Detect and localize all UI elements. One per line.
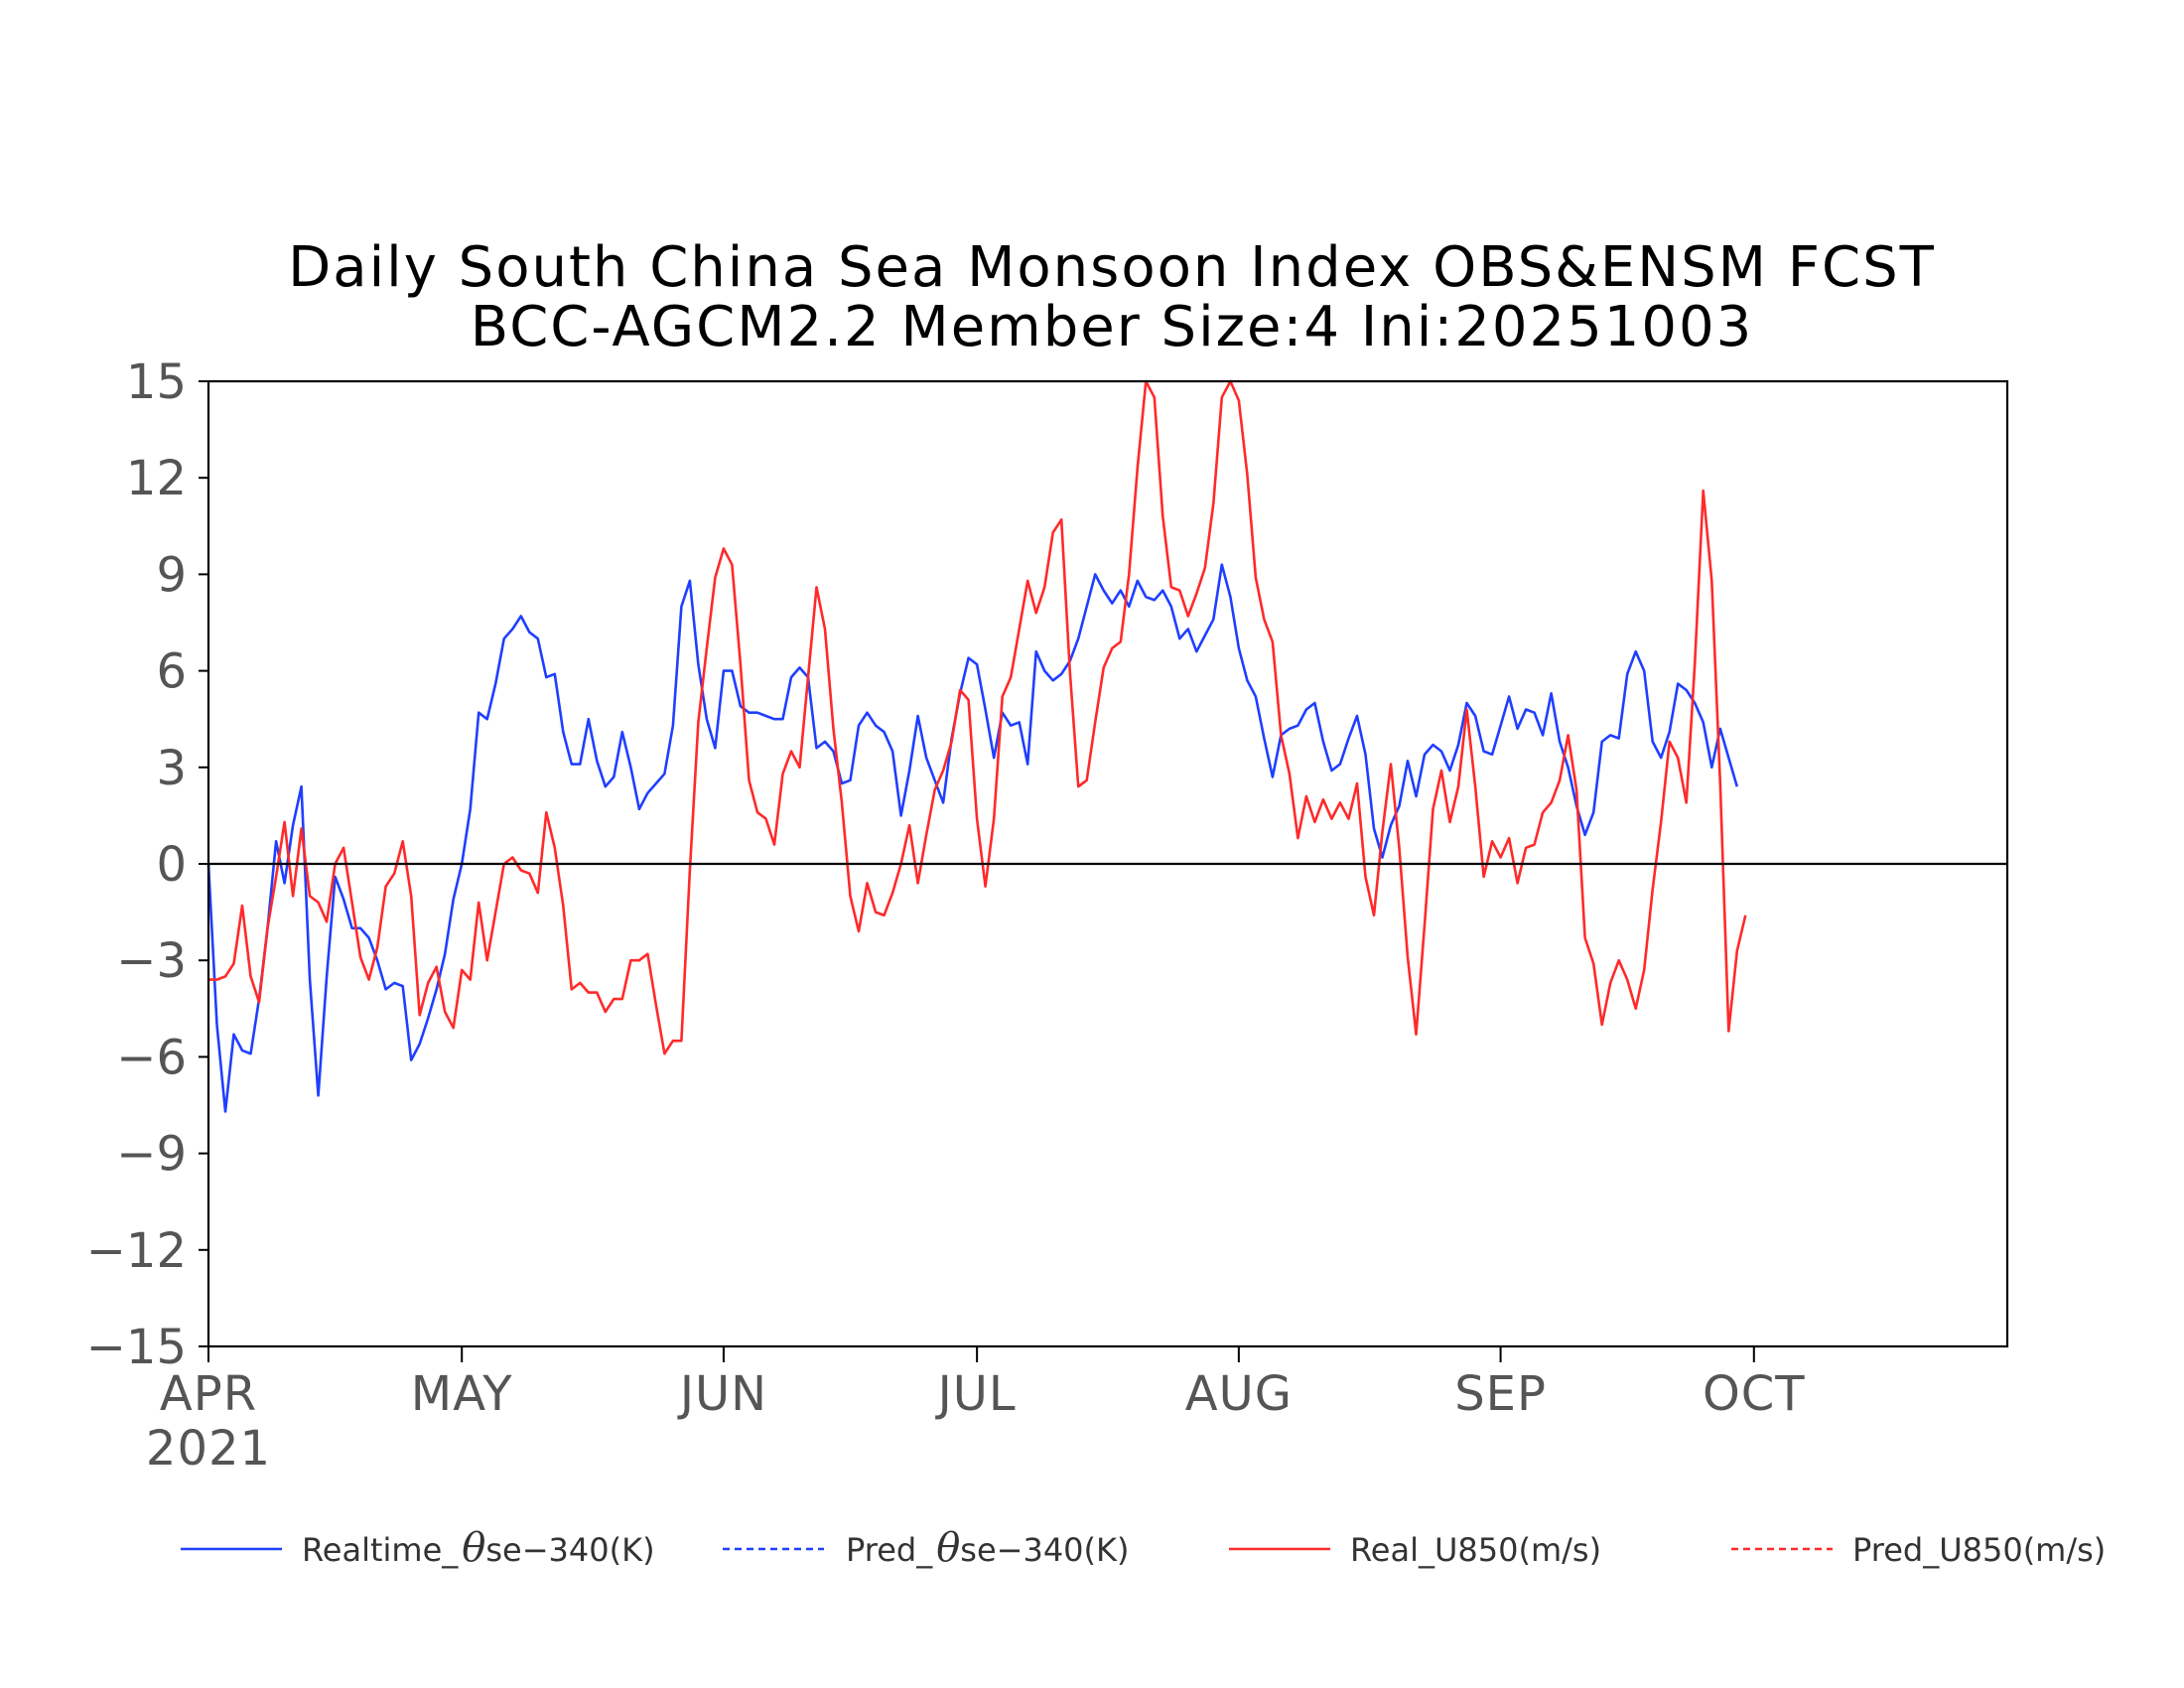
y-tick-label: −6 [116,1030,187,1085]
legend-label: Real_U850(m/s) [1350,1531,1601,1569]
x-tick-label-jun: JUN [677,1366,767,1422]
x-tick-label-aug: AUG [1185,1366,1293,1422]
chart-subtitle: BCC-AGCM2.2 Member Size:4 Ini:20251003 [471,295,1753,359]
series-realtime-theta-line [206,563,1739,1113]
year-label: 2021 [146,1421,271,1477]
y-tick-label: 3 [156,741,187,796]
y-tick-label: −9 [116,1127,187,1183]
x-tick-label-may: MAY [411,1366,513,1422]
y-tick-label: 6 [156,644,187,700]
x-tick-label-oct: OCT [1703,1366,1806,1422]
y-tick-label: −15 [86,1320,187,1375]
y-tick-label: 15 [126,354,187,410]
theta-symbol: θ [936,1525,960,1571]
y-tick-label: 0 [156,837,187,893]
theta-symbol: θ [462,1525,485,1571]
y-tick-label: −12 [86,1223,187,1279]
y-tick-label: 12 [126,451,187,506]
y-tick-label: −3 [116,933,187,989]
plot-area [206,379,1747,1113]
series-real-u850-line [208,379,1747,1055]
x-tick-label-apr: APR [160,1366,257,1422]
legend: Realtime_ θse−340(K) Pred_ θse−340(K) Real_U… [181,1525,2106,1571]
x-tick-label-sep: SEP [1454,1366,1547,1422]
chart-title: Daily South China Sea Monsoon Index OBS&… [288,235,1936,300]
legend-label: Pred_ θse−340(K) [846,1525,1129,1571]
legend-label: Pred_U850(m/s) [1852,1531,2106,1569]
x-tick-label-jul: JUL [935,1366,1017,1422]
y-tick-label: 9 [156,547,187,603]
legend-label: Realtime_ θse−340(K) [302,1525,655,1571]
